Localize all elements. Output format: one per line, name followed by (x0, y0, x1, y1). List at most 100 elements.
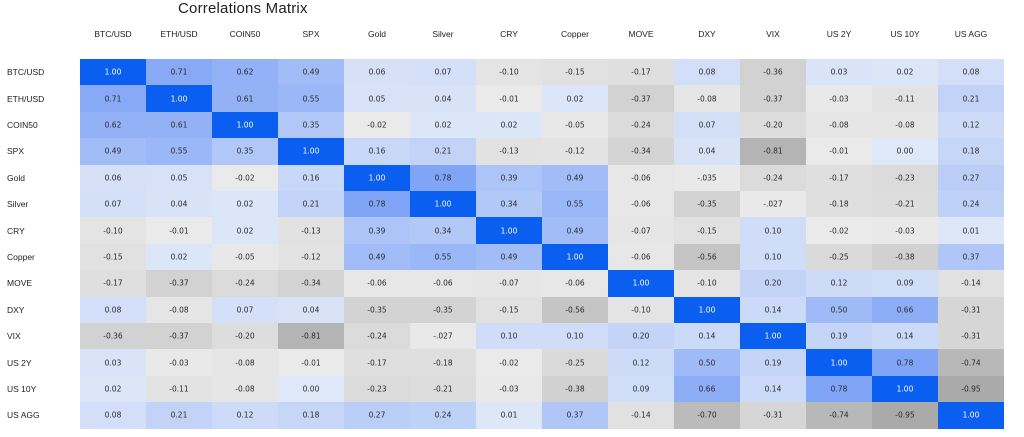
column-label: ETH/USD (160, 29, 198, 39)
heatmap-cell (740, 349, 806, 376)
heatmap-cell (740, 217, 806, 244)
heatmap-cell (608, 296, 674, 323)
heatmap-cell (344, 375, 410, 403)
heatmap-cell (146, 111, 212, 139)
heatmap-cell (872, 59, 938, 86)
heatmap-cell (344, 349, 410, 376)
cell-value-label: 0.37 (566, 410, 584, 420)
cell-value-label: -0.25 (565, 358, 585, 368)
heatmap-cell (146, 296, 212, 323)
cell-value-label: -0.37 (763, 94, 783, 104)
heatmap-cell (410, 111, 476, 139)
cell-value-label: 0.21 (434, 146, 452, 156)
heatmap-cell (806, 164, 872, 191)
column-label: SPX (302, 29, 320, 39)
cell-value-label: 0.62 (104, 120, 122, 130)
cell-value-label: -0.24 (235, 278, 255, 288)
cell-value-label: 0.02 (236, 226, 254, 236)
cell-value-label: 1.00 (302, 146, 320, 156)
heatmap-cell (872, 402, 938, 429)
heatmap-cell (674, 59, 740, 86)
heatmap-cell (608, 349, 674, 376)
heatmap-cell (212, 270, 278, 297)
cell-value-label: -0.15 (697, 226, 717, 236)
cell-value-label: 0.02 (896, 67, 914, 77)
cell-value-label: 0.18 (302, 410, 320, 420)
heatmap-cell (278, 138, 344, 165)
cell-value-label: 0.10 (764, 226, 782, 236)
heatmap-cell (344, 138, 410, 165)
cell-value-label: -0.01 (169, 226, 189, 236)
heatmap-cell (542, 138, 608, 165)
heatmap-cell (212, 111, 278, 139)
cell-value-label: 0.21 (170, 410, 188, 420)
heatmap-cell (806, 296, 872, 323)
heatmap-cell (212, 138, 278, 165)
cell-value-label: 0.04 (170, 199, 188, 209)
heatmap-cell (740, 111, 806, 139)
heatmap-cell (740, 164, 806, 191)
cell-value-label: -0.31 (763, 410, 783, 420)
cell-value-label: 0.21 (302, 199, 320, 209)
heatmap-cell (542, 59, 608, 86)
cell-value-label: -0.10 (697, 278, 717, 288)
heatmap-cell (542, 243, 608, 271)
cell-value-label: 0.78 (368, 199, 386, 209)
heatmap-cell (212, 217, 278, 244)
row-label: SPX (7, 146, 25, 157)
cell-value-label: 0.49 (302, 67, 320, 77)
row-label: MOVE (7, 278, 33, 289)
heatmap-cell (476, 243, 542, 271)
cell-value-label: 0.71 (104, 94, 122, 104)
heatmap-cell (938, 217, 1004, 244)
heatmap-cell (212, 243, 278, 271)
cell-value-label: -0.38 (565, 384, 585, 394)
heatmap-cell (212, 85, 278, 112)
cell-value-label: 0.02 (500, 120, 518, 130)
cell-value-label: 0.21 (962, 94, 980, 104)
cell-value-label: -0.36 (103, 331, 123, 341)
cell-value-label: 0.71 (170, 67, 188, 77)
cell-value-label: 0.61 (236, 94, 254, 104)
heatmap-cell (410, 270, 476, 297)
cell-value-label: 0.18 (962, 146, 980, 156)
heatmap-cell (872, 323, 938, 350)
cell-value-label: -.027 (433, 331, 453, 341)
cell-value-label: 0.12 (632, 358, 650, 368)
cell-value-label: -0.34 (301, 278, 321, 288)
cell-value-label: 0.04 (434, 94, 452, 104)
heatmap-cell (806, 111, 872, 139)
heatmap-cell (740, 323, 806, 350)
heatmap-cell (278, 375, 344, 403)
cell-value-label: 0.39 (368, 226, 386, 236)
cell-value-label: 1.00 (764, 331, 782, 341)
heatmap-cell (740, 191, 806, 218)
heatmap-cell (674, 349, 740, 376)
cell-value-label: -0.81 (301, 331, 321, 341)
cell-value-label: 0.78 (896, 358, 914, 368)
heatmap-cell (476, 191, 542, 218)
heatmap-cell (344, 59, 410, 86)
heatmap-cell (278, 243, 344, 271)
column-label: MOVE (628, 29, 654, 39)
cell-value-label: 0.04 (302, 305, 320, 315)
heatmap-cell (938, 111, 1004, 139)
column-label: VIX (766, 29, 780, 39)
cell-value-label: 0.49 (368, 252, 386, 262)
cell-value-label: -0.03 (895, 226, 915, 236)
heatmap-cell (278, 323, 344, 350)
cell-value-label: -0.18 (829, 199, 849, 209)
cell-value-label: 0.02 (236, 199, 254, 209)
row-label: Copper (7, 252, 35, 262)
heatmap-cell (872, 164, 938, 191)
cell-value-label: -0.20 (763, 120, 783, 130)
heatmap-cell (542, 375, 608, 403)
cell-value-label: 0.12 (962, 120, 980, 130)
cell-value-label: 1.00 (170, 94, 188, 104)
cell-value-label: 0.05 (368, 94, 386, 104)
cell-value-label: -0.17 (103, 278, 123, 288)
cell-value-label: -0.01 (829, 146, 849, 156)
cell-value-label: 0.14 (764, 305, 782, 315)
cell-value-label: 0.06 (368, 67, 386, 77)
heatmap-cell (410, 402, 476, 429)
